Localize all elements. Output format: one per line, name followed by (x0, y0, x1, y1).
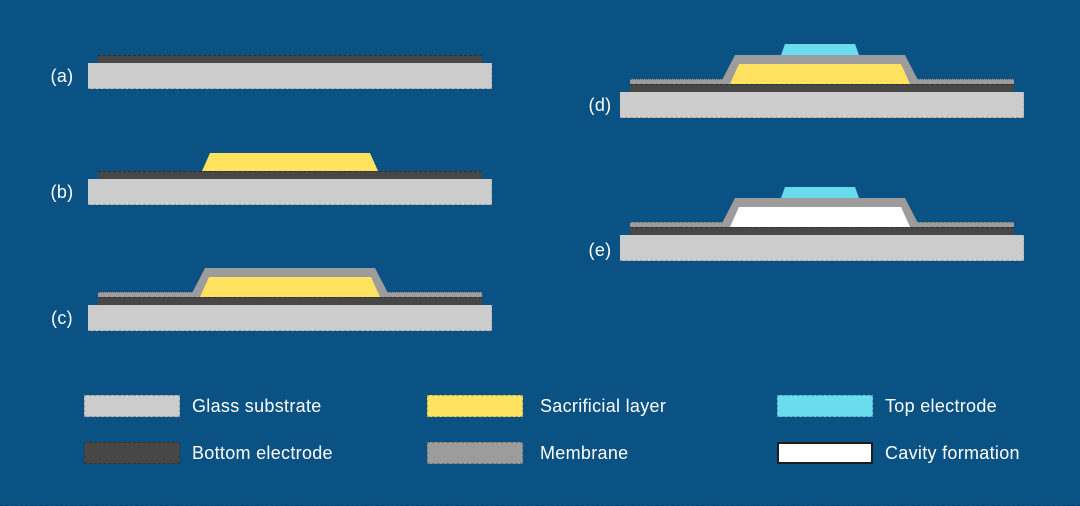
step-label-d: (d) (588, 95, 612, 115)
legend-label: Top electrode (885, 396, 997, 416)
sacrificial-layer-shape (730, 64, 910, 84)
top-electrode-swatch (777, 395, 873, 417)
legend-label: Glass substrate (192, 396, 322, 416)
top-electrode-shape (781, 187, 859, 198)
step-label-b: (b) (50, 182, 74, 202)
sacrificial-layer-shape (202, 153, 378, 171)
step-label-c: (c) (51, 308, 73, 328)
legend-label: Sacrificial layer (540, 396, 667, 416)
bottom-electrode-swatch (84, 442, 180, 464)
bottom-electrode-layer (98, 55, 482, 63)
legend-label: Cavity formation (885, 443, 1020, 463)
step-label-e: (e) (588, 240, 612, 260)
cavity-formation-swatch (777, 442, 873, 464)
glass-substrate-layer (88, 305, 492, 331)
bottom-electrode-layer (630, 84, 1014, 92)
glass-substrate-layer (88, 179, 492, 205)
bottom-electrode-layer (630, 227, 1014, 235)
sacrificial-layer-shape (200, 277, 380, 297)
glass-substrate-layer (620, 235, 1024, 261)
glass-substrate-layer (88, 63, 492, 89)
cavity-shape (730, 207, 910, 227)
bottom-electrode-layer (98, 171, 482, 179)
step-label-a: (a) (50, 66, 74, 86)
top-electrode-shape (781, 44, 859, 55)
glass-substrate-layer (620, 92, 1024, 118)
membrane-swatch (427, 442, 523, 464)
sacrificial-layer-swatch (427, 395, 523, 417)
legend-label: Membrane (540, 443, 629, 463)
legend-label: Bottom electrode (192, 443, 333, 463)
glass-substrate-swatch (84, 395, 180, 417)
bottom-electrode-layer (98, 297, 482, 305)
